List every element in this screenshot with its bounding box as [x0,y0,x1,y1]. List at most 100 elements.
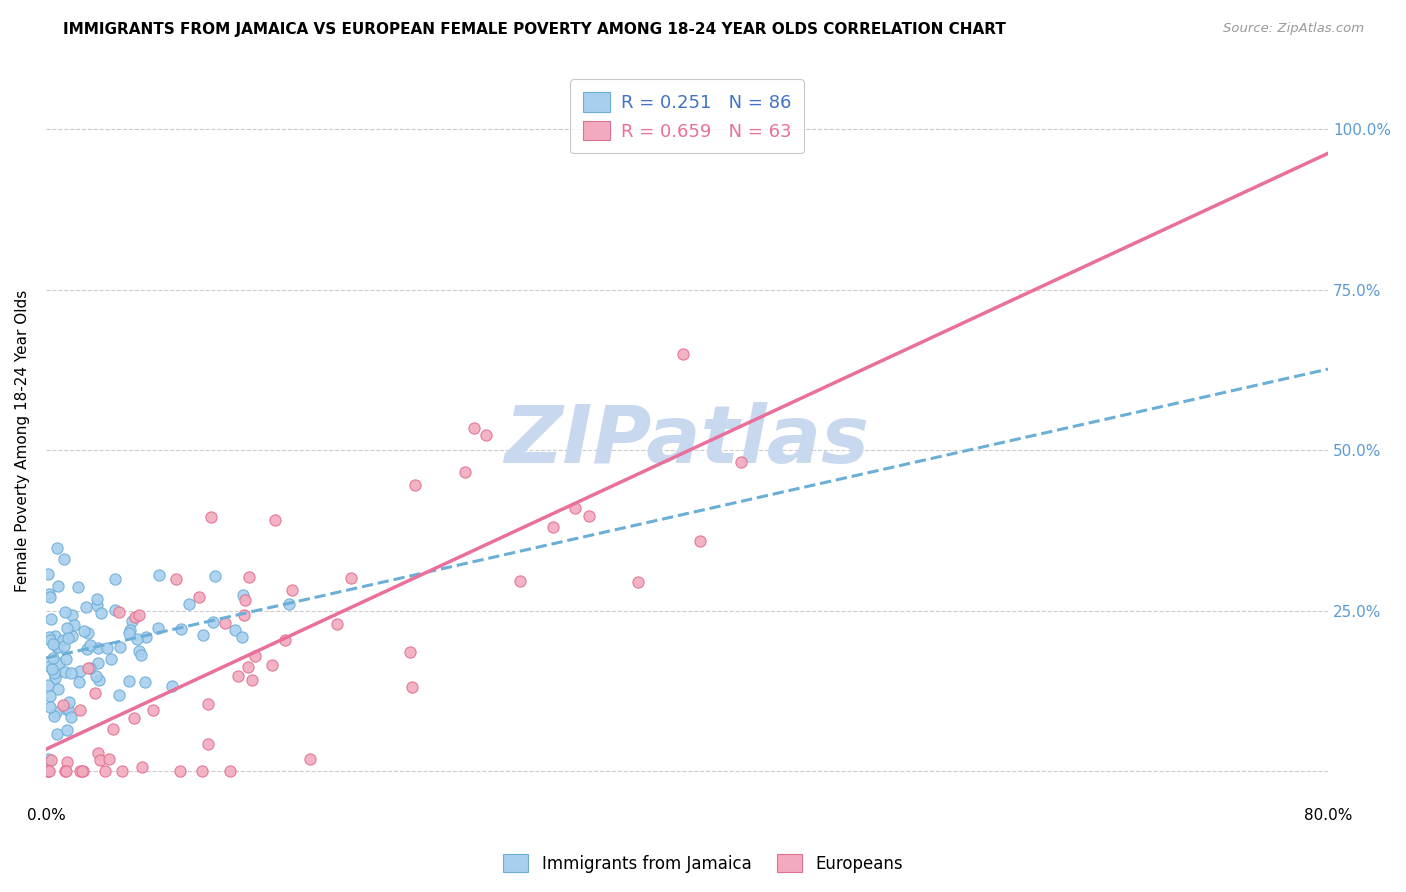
Point [56,631,79,645]
Point [37,764,59,779]
Legend: R = 0.251   N = 86, R = 0.659   N = 63: R = 0.251 N = 86, R = 0.659 N = 63 [571,79,804,153]
Point [326,617,349,632]
Point [578,508,600,523]
Point [118,626,141,640]
Point [128,644,150,658]
Point [298,752,321,766]
Point [39,591,62,605]
Point [131,760,153,774]
Point [39,690,62,704]
Point [148,567,170,582]
Point [128,608,150,623]
Point [55,755,77,769]
Point [53,665,76,679]
Point [48,640,70,654]
Point [135,630,157,644]
Point [89,753,111,767]
Point [60,608,83,623]
Point [76,625,98,640]
Point [730,455,752,469]
Point [83,685,105,699]
Point [232,608,254,623]
Point [79,638,101,652]
Point [90,607,112,621]
Point [48,579,70,593]
Point [56,621,79,635]
Point [274,633,297,648]
Point [55,652,77,666]
Point [38,630,60,644]
Legend: Immigrants from Jamaica, Europeans: Immigrants from Jamaica, Europeans [496,847,910,880]
Point [76,661,98,675]
Point [38,700,60,714]
Point [197,738,219,752]
Point [235,593,257,607]
Point [200,509,222,524]
Point [37,678,59,692]
Point [165,572,187,586]
Point [72,764,94,779]
Point [70,764,93,779]
Point [118,623,141,637]
Point [38,632,60,647]
Point [87,673,110,687]
Point [398,645,420,659]
Point [146,621,169,635]
Point [193,628,215,642]
Text: ZIPatlas: ZIPatlas [505,401,869,480]
Point [100,652,122,666]
Point [191,764,214,779]
Point [60,629,83,643]
Point [177,597,200,611]
Point [67,675,90,690]
Point [55,702,77,716]
Point [86,669,108,683]
Point [218,764,240,779]
Point [104,603,127,617]
Point [264,513,287,527]
Point [169,764,191,779]
Point [52,698,75,713]
Point [42,637,65,651]
Point [44,672,66,686]
Point [98,752,121,766]
Point [689,534,711,549]
Point [240,673,263,688]
Point [475,427,498,442]
Point [53,764,76,779]
Point [262,657,284,672]
Point [134,675,156,690]
Point [231,630,253,644]
Point [48,657,70,671]
Point [108,640,131,654]
Point [45,706,67,720]
Point [76,641,98,656]
Point [104,572,127,586]
Point [86,640,108,655]
Point [118,673,141,688]
Point [44,629,66,643]
Point [76,600,98,615]
Point [73,624,96,639]
Point [162,679,184,693]
Point [59,666,82,681]
Text: IMMIGRANTS FROM JAMAICA VS EUROPEAN FEMALE POVERTY AMONG 18-24 YEAR OLDS CORRELA: IMMIGRANTS FROM JAMAICA VS EUROPEAN FEMA… [63,22,1007,37]
Point [404,478,426,492]
Point [39,753,62,767]
Point [541,520,564,534]
Point [69,664,91,678]
Point [87,747,110,761]
Point [108,606,131,620]
Point [564,500,586,515]
Y-axis label: Female Poverty Among 18-24 Year Olds: Female Poverty Among 18-24 Year Olds [15,289,30,591]
Point [245,648,267,663]
Point [62,617,84,632]
Point [46,541,69,556]
Point [672,347,695,361]
Point [56,701,79,715]
Point [53,639,76,653]
Point [37,751,59,765]
Point [52,552,75,566]
Point [37,566,59,581]
Point [122,711,145,725]
